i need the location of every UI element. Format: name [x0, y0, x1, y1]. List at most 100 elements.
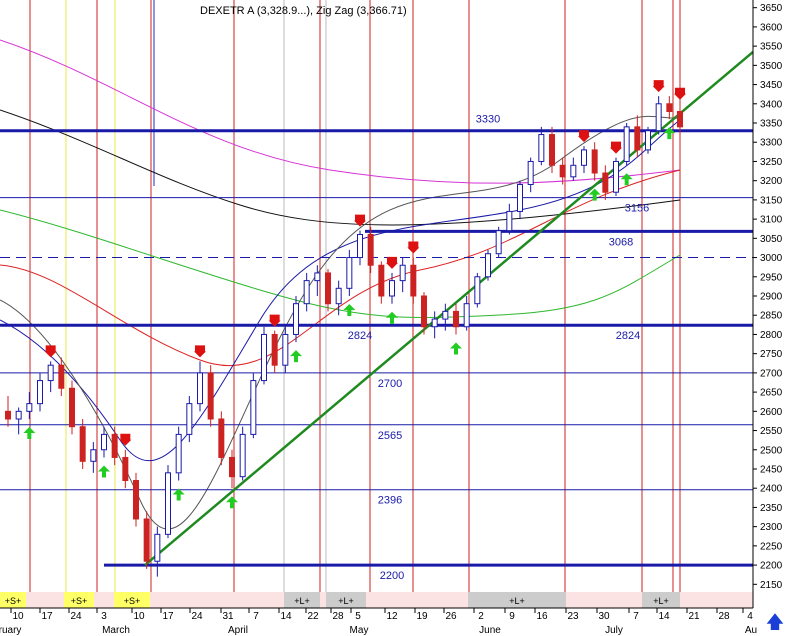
x-tick-label: 14 [280, 611, 292, 622]
candle-body [133, 480, 139, 520]
y-tick-label: 3000 [760, 253, 783, 264]
x-tick-label: 30 [598, 611, 610, 622]
month-label: June [479, 625, 501, 636]
level-label-3156: 3156 [625, 203, 649, 215]
candle-body [197, 372, 203, 405]
level-label-2200: 2200 [380, 570, 404, 582]
x-tick-label: 16 [536, 611, 548, 622]
sell-arrow-9 [652, 80, 665, 93]
candle-body [335, 287, 342, 305]
y-tick-label: 3450 [760, 80, 783, 91]
sell-arrow-0 [44, 345, 57, 358]
sell-arrow-4 [354, 214, 366, 227]
sell-arrow-8 [610, 141, 622, 154]
candle-body [549, 134, 555, 166]
band-6 [642, 592, 680, 608]
y-tick-label: 2750 [760, 349, 783, 360]
x-tick-label: 10 [133, 611, 145, 622]
trendline-line [144, 50, 754, 567]
y-tick-label: 3650 [760, 3, 783, 14]
candle-body [517, 184, 523, 212]
period-bands: +S+ +S+ +S+ +L+ +L+ +L+ +L+ [0, 592, 753, 608]
candle-body [378, 264, 385, 297]
buy-arrow-7 [450, 342, 462, 355]
buy-arrow-10 [663, 127, 676, 140]
band-5 [468, 592, 566, 608]
y-tick-label: 2900 [760, 292, 783, 303]
candle-body [111, 433, 118, 458]
scroll-up-button[interactable]: 🡅 [765, 612, 785, 634]
candle-body [69, 387, 75, 428]
y-tick-label: 2800 [760, 330, 783, 341]
candle-body [634, 126, 641, 151]
candle-body [229, 456, 235, 478]
candle-body [602, 172, 609, 193]
y-tick-label: 2550 [760, 426, 783, 437]
candle-body [527, 160, 534, 186]
buy-arrow-4 [290, 350, 302, 363]
x-tick-label: 7 [633, 611, 639, 622]
buy-arrow-8 [588, 188, 601, 201]
candle-body [399, 264, 406, 282]
candle-body [655, 103, 662, 132]
x-tick-label: 17 [162, 611, 174, 622]
candle-body [165, 472, 171, 535]
x-tick-label: 31 [222, 611, 234, 622]
y-tick-label: 3600 [760, 22, 783, 33]
candle-body [26, 403, 33, 412]
x-tick-label: 28 [332, 611, 344, 622]
candle-body [314, 272, 321, 282]
band-label-3: +L+ [294, 596, 310, 606]
sell-arrow-1 [119, 433, 132, 446]
x-tick-label: 7 [253, 611, 259, 622]
band-label-4: +L+ [338, 596, 354, 606]
sell-arrow-7 [578, 130, 590, 143]
y-tick-label: 2600 [760, 407, 783, 418]
sell-arrow-2 [194, 345, 206, 358]
candle-body [15, 410, 22, 420]
month-label: July [605, 625, 623, 636]
signals [23, 80, 686, 509]
x-tick-label: 17 [41, 611, 53, 622]
candle-body [250, 380, 257, 435]
y-tick-label: 3550 [760, 42, 783, 53]
level-label-3330: 3330 [476, 114, 500, 126]
y-tick-label: 2250 [760, 541, 783, 552]
candle-body [282, 333, 289, 366]
candle-body [581, 149, 587, 166]
plot-background [0, 0, 753, 608]
candle-body [37, 380, 43, 405]
y-tick-label: 2850 [760, 311, 783, 322]
band-2 [114, 592, 150, 608]
candle-body [357, 233, 363, 259]
candle-body [47, 364, 54, 382]
candle-body [79, 426, 86, 462]
x-tick-label: 4 [747, 611, 753, 622]
buy-arrow-3 [226, 496, 238, 509]
horizontal-levels: 3330 3156 3068 2824 2824 2700 2565 2396 2200 [0, 114, 753, 582]
x-tick-label: 2 [478, 611, 484, 622]
candle-body [154, 533, 161, 562]
candle-body [303, 280, 310, 305]
buy-arrow-2 [172, 488, 185, 501]
x-tick-label: 21 [688, 611, 700, 622]
y-tick-label: 2150 [760, 580, 783, 591]
buy-arrow-6 [386, 311, 398, 324]
candle-body [207, 372, 214, 420]
x-tick-label: 5 [355, 611, 361, 622]
y-tick-label: 2300 [760, 522, 783, 533]
y-tick-label: 3300 [760, 138, 783, 149]
level-label-2700: 2700 [378, 378, 402, 390]
candle-body [538, 134, 545, 162]
x-tick-label: 24 [70, 611, 82, 622]
buy-arrow-5 [343, 304, 356, 316]
moving-average-2 [0, 209, 681, 318]
chart-title: DEXETR A (3,328.9...), Zig Zag (3,366.71… [200, 5, 407, 17]
band-label-2: +S+ [124, 596, 141, 606]
candle-body [175, 433, 182, 474]
x-tick-label: 9 [509, 611, 515, 622]
x-tick-label: 23 [567, 611, 579, 622]
x-tick-label: 10 [12, 611, 24, 622]
candle-body [325, 272, 331, 305]
